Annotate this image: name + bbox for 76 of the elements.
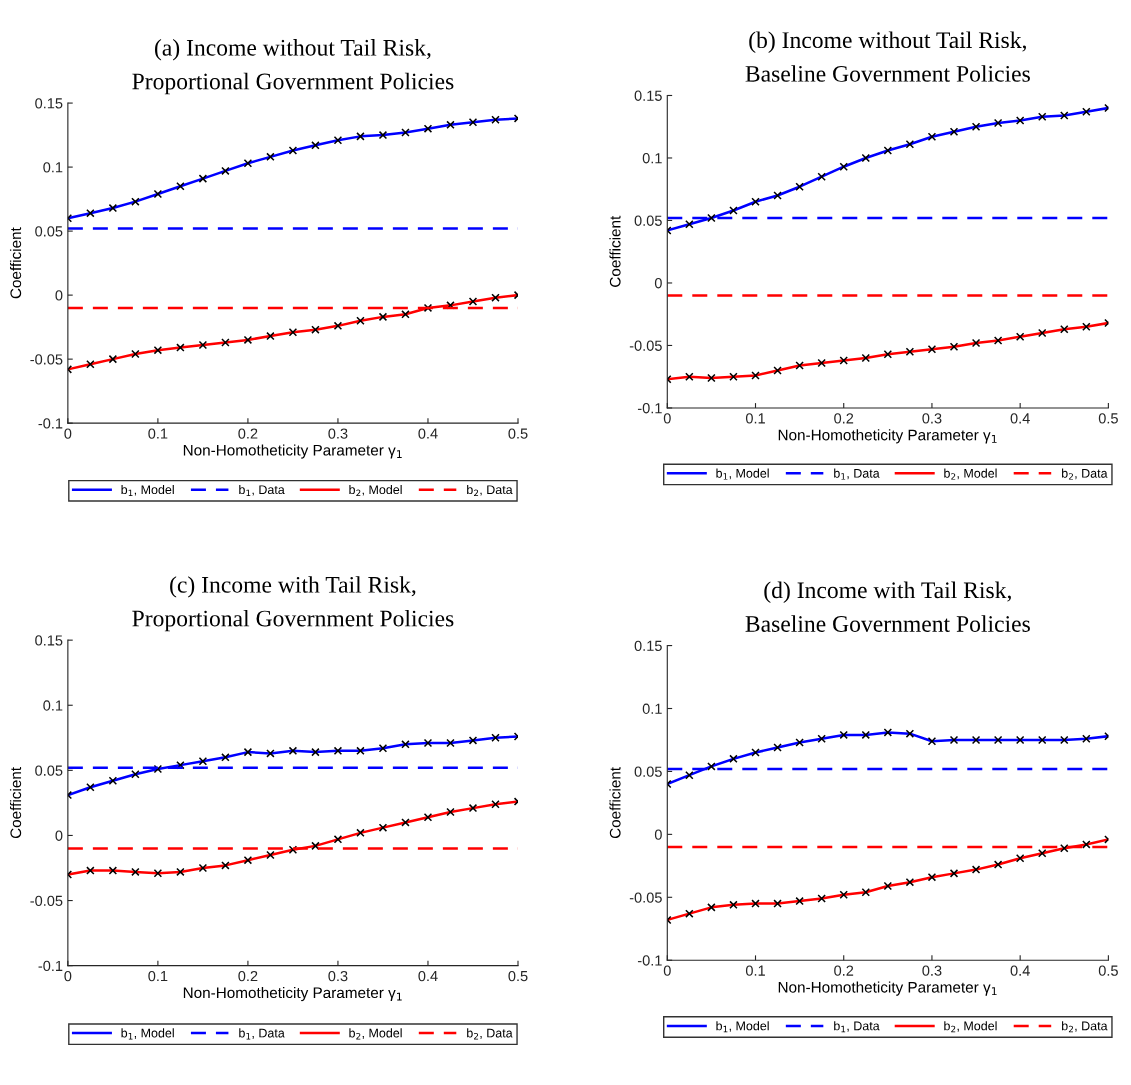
x-axis-title: Non-Homotheticity Parameter γ$_{1}$ xyxy=(778,429,997,444)
y-tick-label: 0.15 xyxy=(634,640,662,651)
y-tick-label: 0.15 xyxy=(35,635,63,646)
legend-label: b$_{2}$, Model xyxy=(349,484,402,497)
x-tick-label: 0.4 xyxy=(418,970,438,982)
y-tick-label: 0.05 xyxy=(634,766,662,777)
y-tick-label: 0 xyxy=(654,829,662,840)
legend-label: b$_{1}$, Data xyxy=(834,1021,880,1033)
y-tick-label: -0.05 xyxy=(629,892,662,903)
y-tick-label: 0 xyxy=(654,278,662,289)
y-tick-label: -0.05 xyxy=(30,354,63,365)
y-tick-label: -0.1 xyxy=(38,960,63,972)
y-tick-label: 0.05 xyxy=(634,215,662,226)
y-tick-label: 0 xyxy=(55,830,63,841)
chart-title: (d) Income with Tail Risk, Baseline Government Policies xyxy=(745,581,1030,632)
x-tick-label: 0.1 xyxy=(745,965,765,976)
x-tick-label: 0.3 xyxy=(328,970,348,982)
y-axis-title: Coefficient xyxy=(609,767,621,839)
x-tick-label: 0.2 xyxy=(238,428,258,439)
x-tick-label: 0.3 xyxy=(922,413,942,424)
y-tick-label: 0.1 xyxy=(43,162,63,173)
legend-label: b$_{2}$, Data xyxy=(1062,1021,1108,1033)
x-tick-label: 0 xyxy=(64,970,72,982)
chart-title: (a) Income without Tail Risk, Proportional Government Policies xyxy=(132,39,454,95)
y-tick-label: -0.05 xyxy=(629,340,662,351)
y-tick-label: 0.05 xyxy=(35,765,63,776)
x-tick-label: 0 xyxy=(663,413,671,424)
x-tick-label: 0.4 xyxy=(418,428,438,439)
x-tick-label: 0.3 xyxy=(328,428,348,439)
x-tick-label: 0.4 xyxy=(1010,965,1030,976)
y-tick-label: -0.1 xyxy=(637,403,662,414)
y-axis-title: Coefficient xyxy=(9,767,22,839)
legend-label: b$_{2}$, Data xyxy=(467,1028,513,1040)
x-tick-label: 0.5 xyxy=(508,970,528,982)
x-tick-label: 0.2 xyxy=(238,970,258,982)
y-axis-title: Coefficient xyxy=(9,227,22,299)
x-tick-label: 0 xyxy=(64,428,72,439)
x-tick-label: 0.5 xyxy=(1098,965,1118,976)
x-axis-title: Non-Homotheticity Parameter γ$_{1}$ xyxy=(778,981,997,996)
legend-label: b$_{2}$, Data xyxy=(467,484,513,497)
x-tick-label: 0.3 xyxy=(922,965,942,976)
x-axis-title: Non-Homotheticity Parameter γ$_{1}$ xyxy=(183,986,402,1002)
x-tick-label: 0.1 xyxy=(148,428,168,439)
y-tick-label: 0.1 xyxy=(43,700,63,711)
x-tick-label: 0.2 xyxy=(834,965,854,976)
y-tick-label: -0.1 xyxy=(38,418,63,429)
chart-title: (c) Income with Tail Risk, Proportional Government Policies xyxy=(132,576,454,632)
legend-label: b$_{2}$, Model xyxy=(944,468,997,480)
x-tick-label: 0.2 xyxy=(834,413,854,424)
y-tick-label: 0.15 xyxy=(35,98,63,109)
chart-title: (b) Income without Tail Risk, Baseline Government Policies xyxy=(745,31,1030,82)
legend-label: b$_{2}$, Data xyxy=(1062,468,1108,480)
y-tick-label: 0.05 xyxy=(35,226,63,237)
y-axis-title: Coefficient xyxy=(609,215,621,287)
legend-label: b$_{1}$, Model xyxy=(716,1021,769,1033)
y-tick-label: 0.1 xyxy=(642,153,662,164)
x-tick-label: 0.5 xyxy=(508,428,528,439)
y-tick-label: 0.15 xyxy=(634,90,662,101)
legend-label: b$_{2}$, Model xyxy=(349,1028,402,1040)
y-tick-label: -0.05 xyxy=(30,895,63,906)
x-tick-label: 0 xyxy=(663,965,671,976)
legend-label: b$_{1}$, Data xyxy=(239,1028,285,1040)
y-tick-label: 0.1 xyxy=(642,703,662,714)
legend-label: b$_{1}$, Data xyxy=(239,484,285,497)
x-tick-label: 0.5 xyxy=(1098,413,1118,424)
legend-label: b$_{1}$, Model xyxy=(716,468,769,480)
legend-label: b$_{1}$, Model xyxy=(121,484,174,497)
y-tick-label: -0.1 xyxy=(637,955,662,966)
y-tick-label: 0 xyxy=(55,290,63,301)
x-tick-label: 0.1 xyxy=(745,413,765,424)
legend-label: b$_{1}$, Model xyxy=(121,1028,174,1040)
x-axis-title: Non-Homotheticity Parameter γ$_{1}$ xyxy=(183,444,402,459)
legend-label: b$_{2}$, Model xyxy=(944,1021,997,1033)
x-tick-label: 0.4 xyxy=(1010,413,1030,424)
legend-label: b$_{1}$, Data xyxy=(834,468,880,480)
x-tick-label: 0.1 xyxy=(148,970,168,982)
